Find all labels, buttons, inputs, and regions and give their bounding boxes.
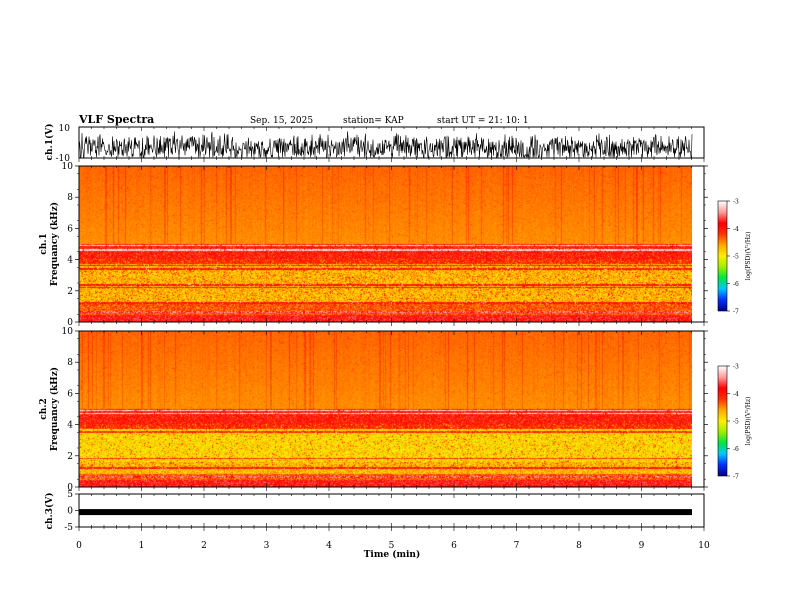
start-time-label: start UT = 21: 10: 1 [437,116,529,126]
ytick-label: 0 [67,507,73,517]
ch1-waveform-ylabel: ch.1(V) [44,124,55,161]
ch3-waveform-panel: 5 0 -5 ch.3(V) [44,490,705,533]
ch2-colorbar-gradient [718,366,727,476]
ch3-yticks: 5 0 -5 [64,490,79,533]
ch3-waveform-trace [79,509,692,516]
ytick-label: 0 [67,318,73,328]
xtick-label: 10 [698,541,710,551]
time-axis-title: Time (min) [364,549,421,560]
colorbar-tick-label: -6 [733,446,739,453]
ch1-waveform-trace [78,131,693,159]
colorbar-tick-label: -5 [733,419,739,426]
ch1-ytick-top: 10 [59,124,71,134]
ytick-label: 4 [67,256,73,266]
colorbar-tick-label: -6 [733,281,739,288]
time-axis-ticks [78,127,705,531]
ch1-spectrogram-image [79,166,692,322]
ytick-label: 2 [67,452,73,462]
colorbar-tick-label: -4 [733,391,739,398]
ch1-colorbar: -3 -4 -5 -6 -7 log(PSD)(V²/Hz) [717,199,752,316]
ch2-spectrogram-image [79,331,692,487]
colorbar-tick-label: -7 [733,474,739,481]
ytick-label: 2 [67,287,73,297]
ch1-spectrogram-panel: 0 2 4 6 8 10 ch.1 Frequancy (kHz) [39,162,708,328]
ytick-label: 8 [67,358,73,368]
ytick-label: 8 [67,193,73,203]
ytick-label: -5 [64,523,73,533]
ch2-spectrogram-ylabel: ch.2 [39,398,49,419]
ch2-spectrogram-yticks: 0 2 4 6 8 10 [62,327,708,493]
ch2-colorbar-label: log(PSD)(V²/Hz) [745,397,752,446]
colorbar-tick-label: -3 [733,364,739,371]
colorbar-tick-label: -5 [733,254,739,261]
ytick-label: 0 [67,483,73,493]
ch2-frequency-label: Frequancy (kHz) [49,367,60,451]
ch1-colorbar-gradient [718,201,727,311]
station-label: station= KAP [343,116,404,126]
xtick-label: 4 [326,541,332,551]
xtick-label: 5 [389,541,395,551]
ch2-colorbar: -3 -4 -5 -6 -7 log(PSD)(V²/Hz) [717,364,752,481]
ch1-spectrogram-yticks: 0 2 4 6 8 10 [62,162,708,328]
colorbar-tick-label: -7 [733,309,739,316]
ytick-label: 6 [67,224,73,234]
ytick-label: 5 [67,490,73,500]
time-axis-labels: 0 1 2 3 4 5 6 7 8 9 10 [76,541,710,551]
ytick-label: 10 [62,162,74,172]
xtick-label: 0 [76,541,82,551]
figure-title: VLF Spectra [78,113,154,126]
ch1-frequency-label: Frequancy (kHz) [49,202,60,286]
date-label: Sep. 15, 2025 [250,116,313,126]
xtick-label: 6 [451,541,457,551]
ytick-label: 6 [67,389,73,399]
colorbar-tick-label: -3 [733,199,739,206]
xtick-label: 8 [576,541,582,551]
ch2-spectrogram-panel: 0 2 4 6 8 10 ch.2 Frequancy (kHz) [39,327,708,493]
ytick-label: 4 [67,421,73,431]
ch3-waveform-ylabel: ch.3(V) [44,493,55,530]
ch1-ytick-bottom: -10 [56,154,71,164]
xtick-label: 2 [201,541,207,551]
ch1-colorbar-label: log(PSD)(V²/Hz) [745,232,752,281]
colorbar-tick-label: -4 [733,226,739,233]
xtick-label: 7 [514,541,520,551]
xtick-label: 3 [264,541,270,551]
xtick-label: 1 [139,541,145,551]
ch1-waveform-panel: 10 -10 ch.1(V) [44,124,705,164]
ch1-spectrogram-ylabel: ch.1 [39,233,49,254]
xtick-label: 9 [639,541,645,551]
ytick-label: 10 [62,327,74,337]
